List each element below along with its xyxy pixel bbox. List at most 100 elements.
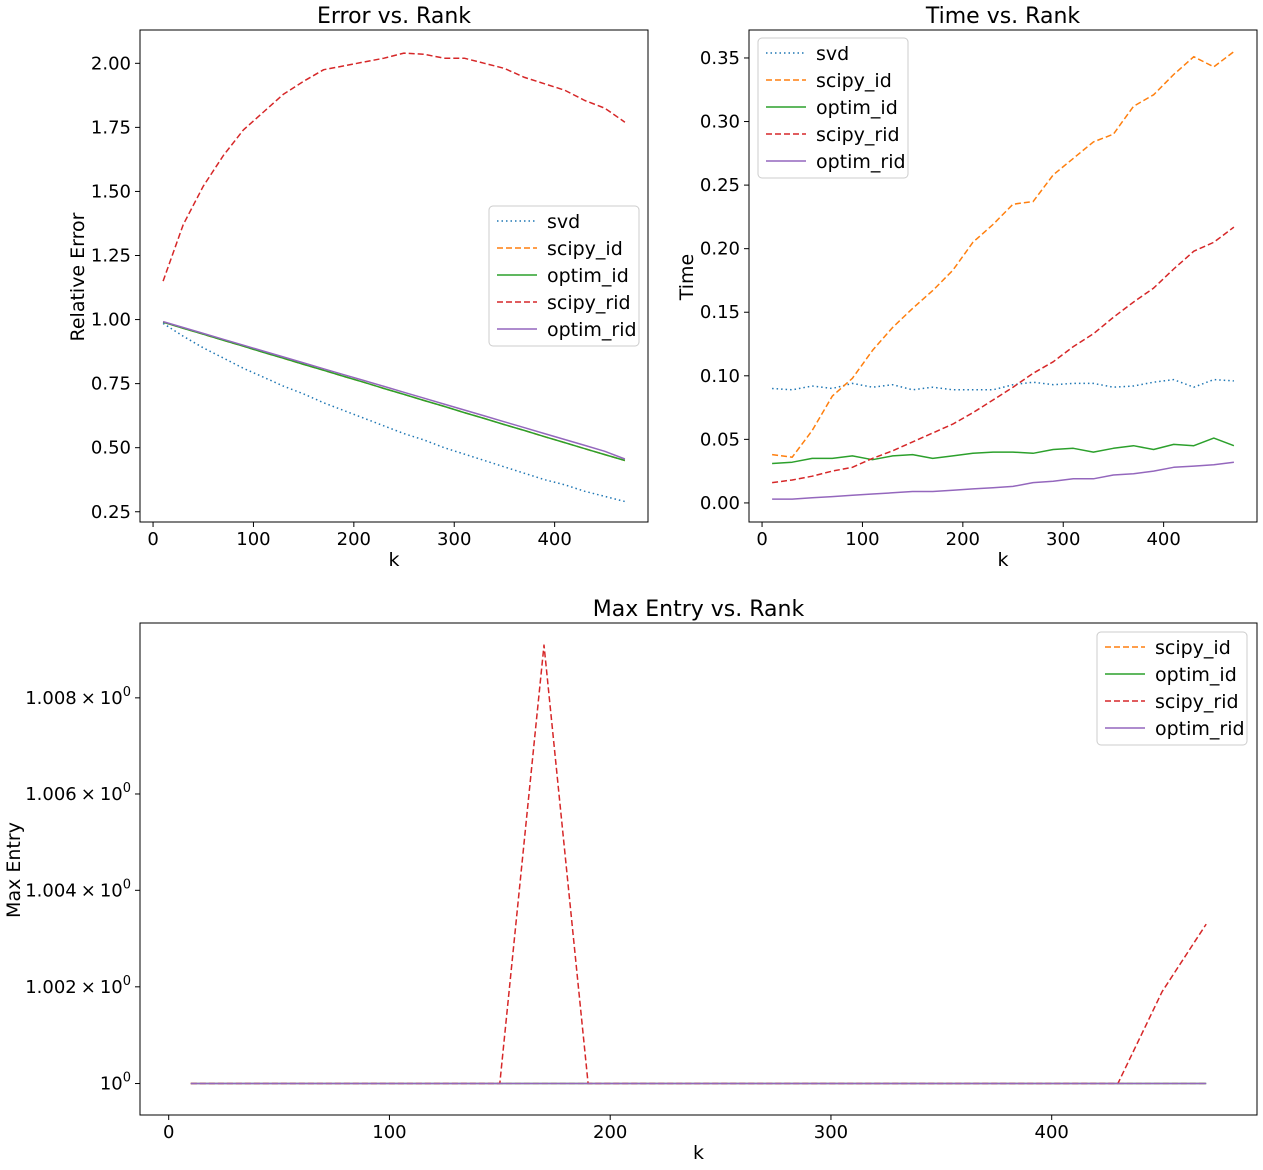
legend-label-scipy-rid: scipy_rid <box>816 124 900 146</box>
legend-label-scipy-rid: scipy_rid <box>547 292 631 314</box>
legend-label-optim-id: optim_id <box>547 265 629 287</box>
chart-title: Max Entry vs. Rank <box>593 597 805 622</box>
y-tick-exponent: 0 <box>123 877 131 892</box>
x-tick-label: 100 <box>236 529 270 550</box>
axes-frame <box>139 29 649 523</box>
legend-label-optim-id: optim_id <box>816 97 898 119</box>
y-tick-mantissa: 1.006 <box>25 784 77 805</box>
y-tick-label: 0.10 <box>700 366 740 387</box>
plot-area <box>772 51 1235 500</box>
chart-title: Time vs. Rank <box>925 4 1081 29</box>
y-tick-label: 0.00 <box>700 493 740 514</box>
y-tick-label: 1.25 <box>91 246 131 267</box>
y-tick-label: 1.50 <box>91 181 131 202</box>
y-tick-label: 0.75 <box>91 374 131 395</box>
x-tick-label: 200 <box>337 529 371 550</box>
x-tick-label: 100 <box>372 1122 406 1143</box>
x-tick-label: 100 <box>845 529 879 550</box>
x-tick-label: 400 <box>537 529 571 550</box>
y-tick-base: 10 <box>100 977 123 998</box>
y-tick-label: 0.35 <box>700 48 740 69</box>
y-tick-base: 10 <box>100 880 123 901</box>
y-tick-exponent: 0 <box>123 781 131 796</box>
x-tick-label: 300 <box>1046 529 1080 550</box>
plot-area <box>190 644 1207 1085</box>
x-axis-label: k <box>388 549 399 571</box>
y-tick-label: 1.008 × 100 <box>25 685 131 709</box>
y-tick-label: 0.15 <box>700 302 740 323</box>
series-line-scipy-rid <box>772 226 1235 484</box>
y-tick-label: 0.05 <box>700 429 740 450</box>
x-tick-label: 400 <box>1146 529 1180 550</box>
y-tick-mantissa: 1.004 <box>25 880 77 901</box>
axes-frame <box>139 622 1258 1116</box>
y-tick-label: 1.004 × 100 <box>25 877 131 901</box>
legend: scipy_id optim_id scipy_rid optim_rid <box>1096 631 1248 746</box>
y-tick-label: 100 <box>100 1071 131 1095</box>
y-tick-base: 10 <box>100 688 123 709</box>
series-line-svd <box>162 322 626 503</box>
y-tick-exponent: 0 <box>123 685 131 700</box>
chart-1: Error vs. Rank 0 100 200 300 400 0.25 0.50 0.75 1… <box>67 4 649 571</box>
y-tick-label: 1.00 <box>91 310 131 331</box>
y-tick-exponent: 0 <box>123 1071 131 1086</box>
legend-label-svd: svd <box>816 43 849 65</box>
y-tick-label: 0.50 <box>91 438 131 459</box>
legend-box <box>1096 631 1248 746</box>
legend-label-scipy-id: scipy_id <box>1155 637 1231 659</box>
axes-frame <box>748 29 1258 523</box>
series-line-optim-rid <box>162 320 626 460</box>
x-axis-label: k <box>997 549 1008 571</box>
x-tick-label: 300 <box>814 1122 848 1143</box>
y-tick-label: 0.30 <box>700 112 740 133</box>
y-tick-label: 0.25 <box>91 502 131 523</box>
legend-label-optim-rid: optim_rid <box>1155 718 1245 740</box>
y-tick-base: 10 <box>100 1074 123 1095</box>
y-tick-times: × <box>81 784 96 805</box>
legend-box <box>488 205 640 347</box>
y-tick-label: 2.00 <box>91 53 131 74</box>
x-axis-label: k <box>693 1142 704 1164</box>
y-tick-label: 1.002 × 100 <box>25 974 131 998</box>
plot-area <box>162 52 626 503</box>
y-tick-times: × <box>81 880 96 901</box>
y-tick-label: 1.006 × 100 <box>25 781 131 805</box>
legend-label-scipy-id: scipy_id <box>547 238 623 260</box>
legend-label-svd: svd <box>547 211 580 233</box>
chart-2: Time vs. Rank 0 100 200 300 400 0.00 0.05 0.10 0.… <box>676 4 1258 571</box>
y-tick-label: 1.75 <box>91 117 131 138</box>
y-tick-mantissa: 1.002 <box>25 977 77 998</box>
y-tick-times: × <box>81 977 96 998</box>
series-line-svd <box>772 378 1234 391</box>
x-tick-label: 200 <box>593 1122 627 1143</box>
x-tick-label: 0 <box>756 529 767 550</box>
series-line-scipy-id <box>772 51 1235 458</box>
legend-label-optim-rid: optim_rid <box>547 319 637 341</box>
y-axis-label: Relative Error <box>67 212 89 341</box>
series-line-scipy-rid <box>162 52 626 282</box>
x-tick-label: 0 <box>147 529 158 550</box>
series-line-scipy-rid <box>190 644 1207 1085</box>
y-tick-exponent: 0 <box>123 974 131 989</box>
legend-label-scipy-rid: scipy_rid <box>1155 691 1239 713</box>
legend-label-optim-id: optim_id <box>1155 664 1237 686</box>
x-tick-label: 300 <box>437 529 471 550</box>
y-tick-label: 0.20 <box>700 239 740 260</box>
x-tick-label: 400 <box>1035 1122 1069 1143</box>
y-axis-label: Time <box>676 254 698 302</box>
x-tick-label: 0 <box>163 1122 174 1143</box>
y-axis-label: Max Entry <box>3 822 25 918</box>
y-tick-base: 10 <box>100 784 123 805</box>
chart-title: Error vs. Rank <box>317 4 471 29</box>
series-line-optim-id <box>772 437 1235 465</box>
legend-label-scipy-id: scipy_id <box>816 70 892 92</box>
legend: svd scipy_id optim_id scipy_rid optim_rid <box>488 205 640 347</box>
legend-label-optim-rid: optim_rid <box>816 151 906 173</box>
y-tick-label: 0.25 <box>700 175 740 196</box>
y-tick-times: × <box>81 688 96 709</box>
x-tick-label: 200 <box>946 529 980 550</box>
y-tick-mantissa: 1.008 <box>25 688 77 709</box>
series-line-optim-id <box>162 321 626 462</box>
